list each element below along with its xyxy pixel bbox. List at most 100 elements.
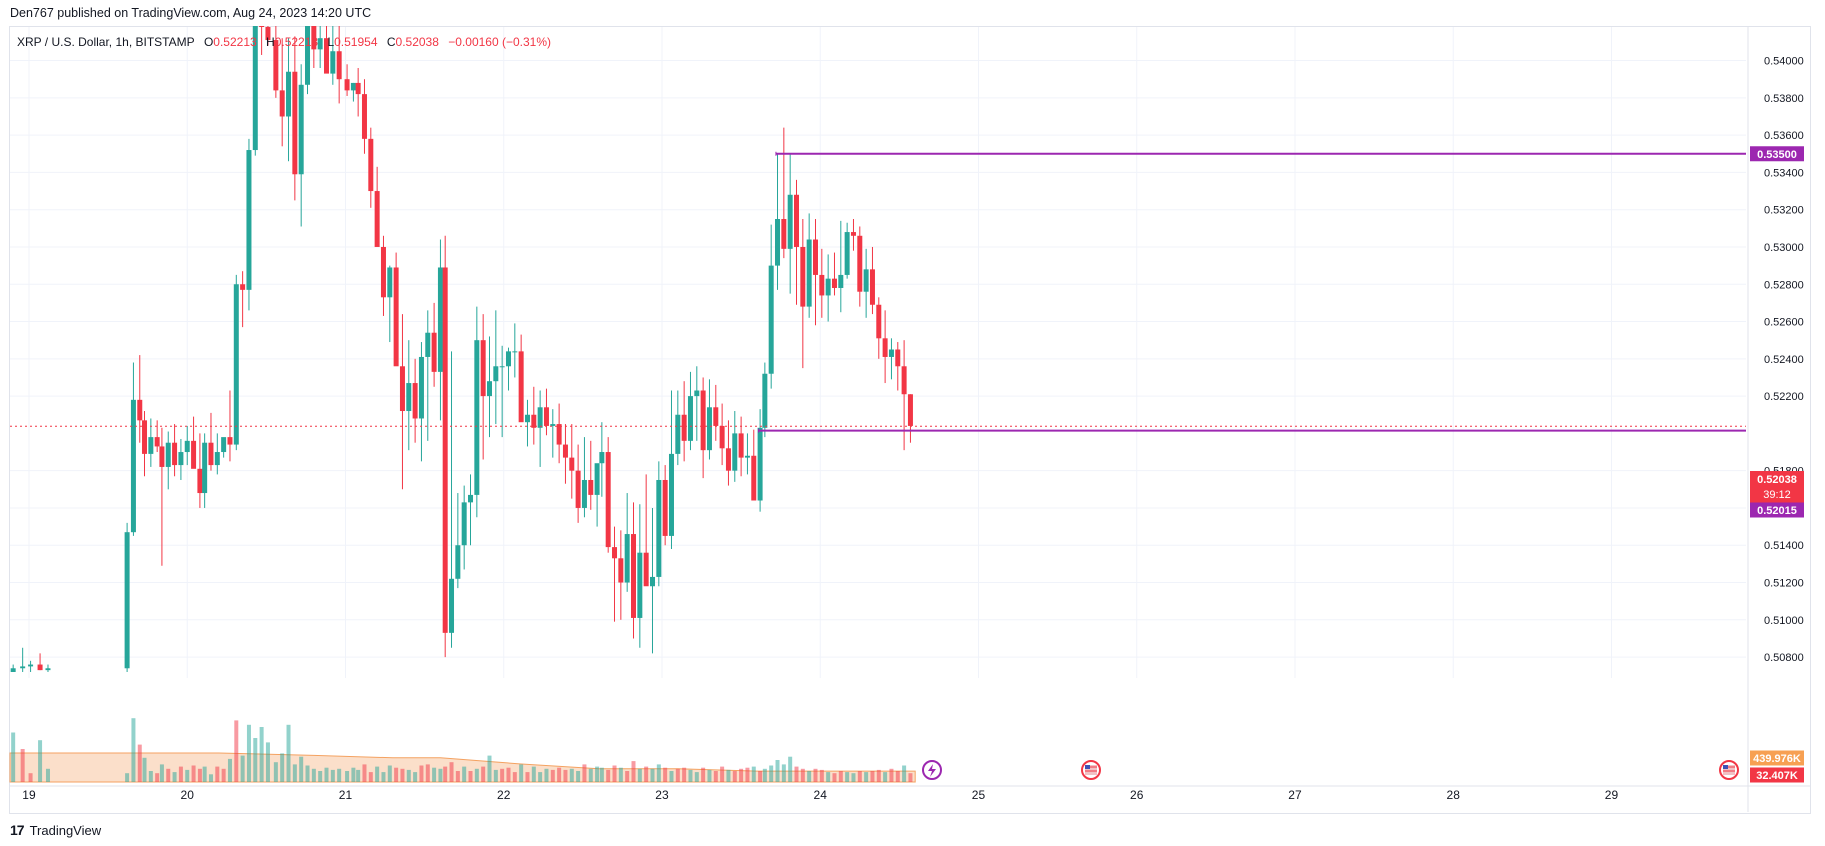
bar-countdown: 39:12 (1763, 489, 1791, 501)
volume-bar (185, 769, 190, 782)
volume-bar (908, 773, 913, 782)
candle-body (197, 468, 203, 494)
volume-bar (11, 732, 16, 782)
volume-bar (356, 769, 361, 782)
volume-bar (538, 772, 543, 782)
x-tick-label: 23 (655, 788, 669, 802)
volume-bar (870, 771, 875, 782)
candle-body (512, 351, 518, 353)
volume-bar (794, 766, 799, 782)
volume-bar (745, 767, 750, 782)
us-flag-event-icon[interactable] (1719, 760, 1739, 780)
y-tick-label: 0.52800 (1764, 279, 1804, 291)
volume-bar (227, 758, 232, 782)
volume-bar (506, 767, 511, 782)
volume-bar (191, 765, 196, 782)
volume-bar (28, 773, 33, 782)
volume-bar (707, 769, 712, 782)
y-tick-label: 0.53000 (1764, 242, 1804, 254)
y-tick-label: 0.53600 (1764, 130, 1804, 142)
y-tick-label: 0.50800 (1764, 652, 1804, 664)
volume-bar (131, 718, 136, 782)
candle-body (781, 219, 787, 249)
grid-lines (10, 27, 1746, 678)
volume-bar (368, 772, 373, 782)
x-tick-label: 28 (1447, 788, 1461, 802)
candle-body (361, 94, 367, 139)
candle-body (550, 424, 556, 426)
candle-body (214, 452, 220, 466)
volume-bar (732, 771, 737, 782)
volume-bar (443, 766, 448, 782)
candle-body (562, 444, 568, 458)
volume-bar (588, 768, 593, 782)
candle-body (292, 71, 298, 175)
volume-tag-bg (1750, 767, 1804, 783)
volume-bar (159, 764, 164, 782)
candle-body (474, 340, 480, 495)
candle-body (399, 366, 405, 412)
candle-body (662, 479, 668, 536)
volume-bar (876, 769, 881, 782)
candle-body (612, 547, 618, 559)
candle-body (425, 332, 431, 357)
candle-body (700, 390, 706, 451)
footer-branding[interactable]: 17 TradingView (10, 820, 101, 840)
volume-bar (142, 757, 147, 782)
volume-bar (178, 766, 183, 782)
volume-bar (599, 767, 604, 782)
candle-body (493, 366, 499, 382)
candle-body (350, 82, 356, 91)
volume-bar (838, 771, 843, 782)
candle-body (20, 666, 26, 669)
volume-bar (644, 766, 649, 782)
candle-body (246, 150, 252, 290)
volume-bar (701, 767, 706, 782)
candle-body (744, 455, 750, 458)
candle-body (336, 51, 342, 80)
volume-bar (606, 769, 611, 782)
candle-body (172, 442, 178, 466)
volume-bar (576, 771, 581, 782)
volume-bar (324, 767, 329, 782)
candle-body (605, 452, 611, 548)
candle-body (800, 246, 806, 307)
lightning-event-icon[interactable] (922, 760, 942, 780)
candle-body (240, 284, 246, 290)
candle-body (907, 394, 913, 426)
candle-body (687, 396, 693, 441)
volume-bar (694, 772, 699, 782)
candle-body (624, 534, 630, 583)
volume-bar (769, 765, 774, 782)
candle-body (838, 274, 844, 288)
volume-bar (845, 772, 850, 782)
volume-bar (208, 774, 213, 782)
volume-bar (832, 773, 837, 782)
candle-body (594, 463, 600, 495)
volume-bar (197, 768, 202, 782)
volume-bar (625, 771, 630, 782)
volume-bar (280, 753, 285, 782)
volume-bar (688, 769, 693, 782)
y-tick-label: 0.53400 (1764, 167, 1804, 179)
legend-symbol: XRP / U.S. Dollar, 1h, BITSTAMP (17, 35, 195, 49)
volume-bar (345, 771, 350, 782)
candle-body (380, 246, 386, 298)
volume-bar (493, 769, 498, 782)
volume-bar (202, 766, 207, 782)
candles (10, 0, 913, 672)
volume-bar (155, 773, 160, 782)
candle-body (28, 664, 34, 667)
candle-body (298, 84, 304, 175)
candle-body (757, 427, 763, 501)
us-flag-event-icon[interactable] (1081, 760, 1101, 780)
last-price-tag-bg (1750, 471, 1804, 503)
volume-bar (318, 771, 323, 782)
candle-body (732, 433, 738, 471)
volume-tag: 32.407K (1756, 770, 1798, 782)
candle-body (863, 269, 869, 292)
volume-bar (337, 768, 342, 782)
candle-body (543, 407, 549, 426)
legend-change: −0.00160 (−0.31%) (448, 35, 552, 49)
